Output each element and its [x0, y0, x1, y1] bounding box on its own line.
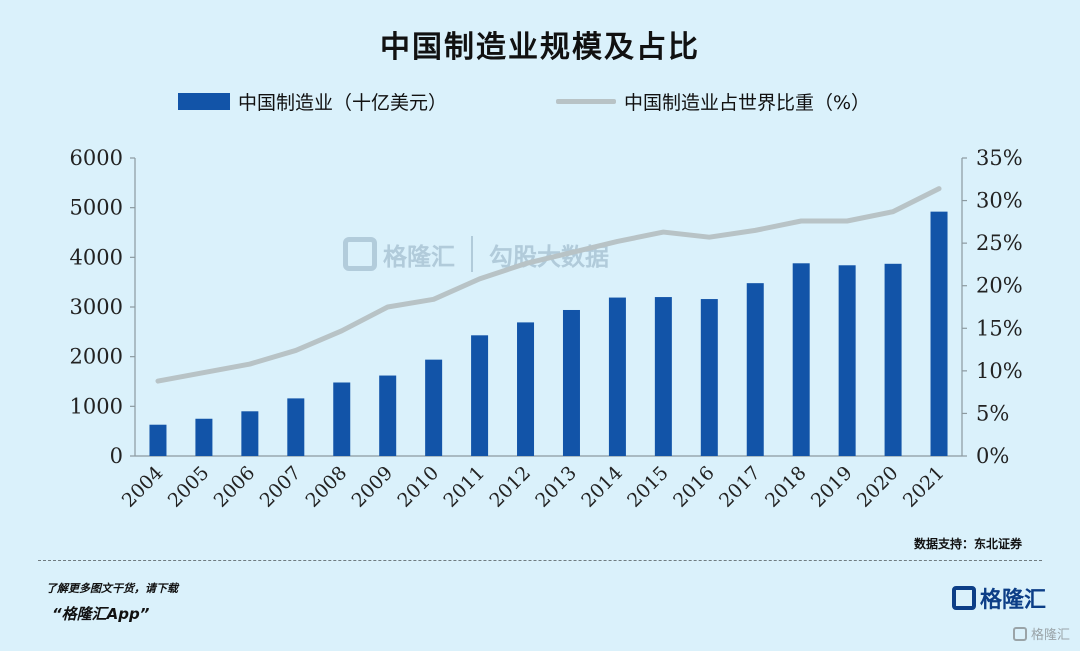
y-left-tick-label: 3000 — [70, 295, 123, 319]
x-tick-label: 2010 — [393, 462, 443, 512]
legend-item-bars: 中国制造业（十亿美元） — [178, 88, 447, 115]
brand-logo-name: 格隆汇 — [980, 588, 1047, 613]
bar — [884, 263, 902, 456]
y-right-tick-label: 20% — [976, 274, 1023, 298]
x-tick-label: 2015 — [623, 462, 673, 512]
x-tick-label: 2014 — [577, 462, 627, 512]
legend-label-bars: 中国制造业（十亿美元） — [238, 92, 448, 114]
x-tick-label: 2021 — [899, 462, 949, 512]
chart-canvas: 0 1000 2000 3000 4000 5000 6000 0% 5% 10% 15% 20% 25… — [70, 146, 1023, 512]
divider — [38, 560, 1042, 561]
y-right-tick-label: 25% — [976, 231, 1023, 255]
bar — [425, 359, 443, 456]
bar — [654, 297, 672, 456]
legend-label-line: 中国制造业占世界比重（%） — [624, 92, 871, 114]
chart-title: 中国制造业规模及占比 — [380, 30, 700, 65]
legend-swatch-line — [556, 99, 616, 104]
y-right-tick-label: 35% — [976, 146, 1023, 170]
watermark-logo-icon — [343, 237, 377, 271]
x-tick-label: 2007 — [256, 462, 306, 512]
y-left-tick-label: 0 — [110, 444, 123, 468]
footer-text: 了解更多图文干货，请下载 — [46, 582, 178, 595]
brand-logo: 格隆汇 — [952, 582, 1046, 614]
y-left-tick-label: 1000 — [70, 394, 123, 418]
y-right-tick-label: 30% — [976, 189, 1023, 213]
x-tick-label: 2011 — [439, 462, 489, 512]
footer-app-name: “格隆汇App” — [52, 605, 150, 623]
source-note: 数据支持：东北证券 — [913, 537, 1022, 551]
watermark: 格隆汇 勾股大数据 — [343, 236, 609, 272]
bar — [700, 299, 718, 456]
corner-logo-icon — [1012, 626, 1027, 641]
x-tick-label: 2020 — [853, 462, 903, 512]
bar — [333, 382, 351, 456]
x-tick-label: 2018 — [761, 462, 811, 512]
bar — [746, 283, 764, 456]
bar — [241, 411, 259, 456]
y-left-tick-label: 4000 — [70, 245, 123, 269]
corner-watermark: 格隆汇 — [1012, 624, 1070, 643]
x-tick-label: 2008 — [302, 462, 352, 512]
bar — [930, 211, 948, 456]
bar — [287, 398, 305, 456]
x-tick-label: 2004 — [118, 462, 168, 512]
y-right-tick-label: 10% — [976, 359, 1023, 383]
y-right-tick-label: 0% — [976, 444, 1009, 468]
bar — [149, 424, 167, 456]
bar — [792, 263, 810, 456]
x-tick-label: 2009 — [347, 462, 397, 512]
x-tick-label: 2013 — [531, 462, 581, 512]
x-tick-label: 2019 — [807, 462, 857, 512]
x-tick-label: 2016 — [669, 462, 719, 512]
x-tick-label: 2017 — [715, 462, 765, 512]
legend-item-line: 中国制造业占世界比重（%） — [556, 88, 870, 115]
watermark-brand: 格隆汇 — [383, 242, 455, 271]
corner-watermark-text: 格隆汇 — [1030, 628, 1070, 643]
legend-swatch-bar — [178, 93, 230, 110]
bar — [471, 335, 489, 456]
bar — [379, 375, 397, 456]
y-right-tick-label: 15% — [976, 316, 1023, 340]
y-left-tick-label: 5000 — [70, 196, 123, 220]
brand-logo-icon — [952, 586, 976, 610]
x-tick-label: 2012 — [485, 462, 535, 512]
bar — [517, 322, 535, 456]
y-right-tick-label: 5% — [976, 401, 1009, 425]
share-line — [155, 186, 942, 384]
bar — [838, 265, 856, 456]
watermark-separator — [471, 236, 473, 272]
x-tick-label: 2006 — [210, 462, 260, 512]
x-tick-label: 2005 — [164, 462, 214, 512]
y-left-tick-label: 6000 — [70, 146, 123, 170]
bar — [195, 418, 213, 456]
bar — [562, 309, 580, 456]
y-left-tick-label: 2000 — [70, 345, 123, 369]
bar — [608, 297, 626, 456]
